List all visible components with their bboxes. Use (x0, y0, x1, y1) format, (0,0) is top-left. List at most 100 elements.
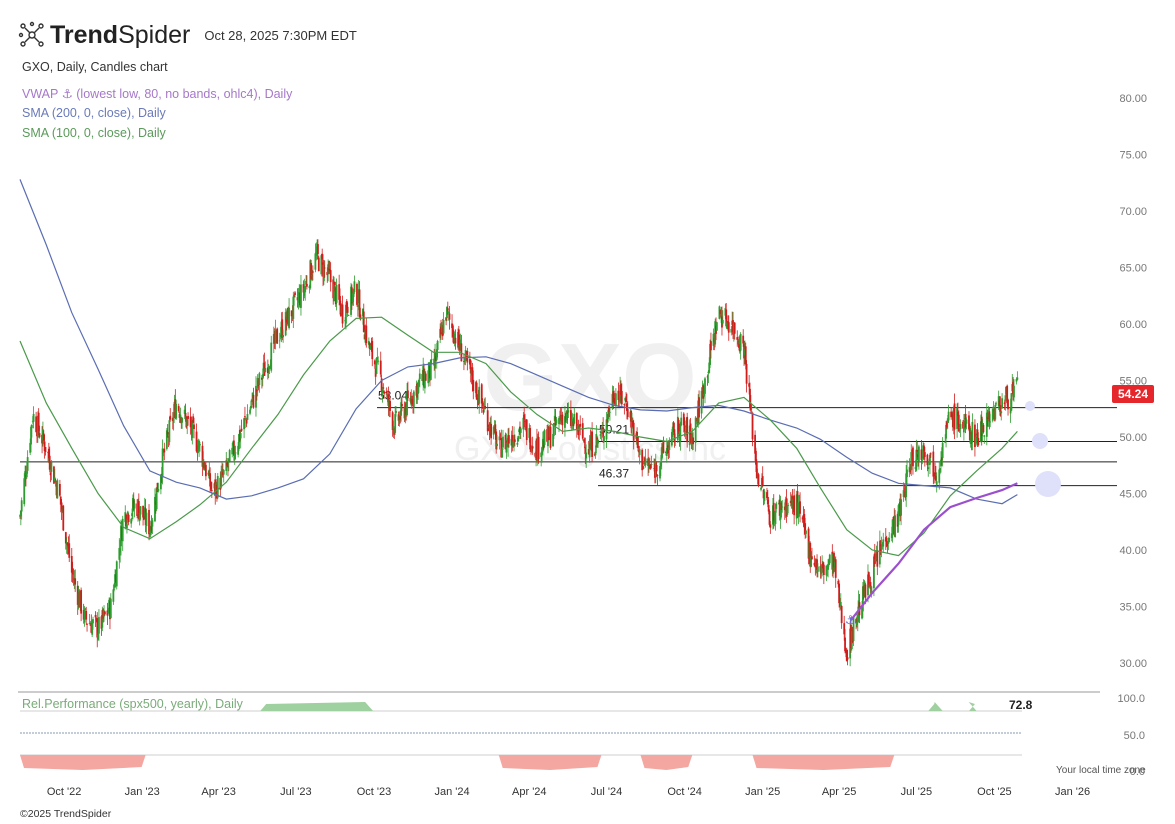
candle-body (585, 452, 588, 459)
symbol-line[interactable]: GXO, Daily, Candles chart (22, 60, 168, 74)
x-tick-label: Oct '22 (47, 786, 82, 798)
candle-body (686, 416, 689, 443)
candle-body (48, 455, 51, 470)
candle-body (642, 462, 645, 465)
y-tick-label: 65.00 (1119, 263, 1147, 275)
candle-body (736, 337, 739, 340)
candle-body (300, 284, 302, 308)
candle-body (356, 305, 359, 307)
candle-body (282, 335, 285, 338)
candle-body (145, 512, 148, 527)
candle-body (155, 487, 158, 510)
spider-logo-icon (18, 21, 44, 47)
candle-body (833, 552, 835, 568)
candle-body (530, 446, 533, 452)
indicator-lines: ⚓ (19, 179, 1018, 627)
candle-body (838, 583, 841, 604)
candle-body (774, 510, 777, 525)
candle-body (25, 471, 28, 478)
candle-body (750, 411, 753, 413)
candle-body (1015, 379, 1018, 382)
candle-body (754, 434, 756, 454)
candle-body (880, 546, 883, 550)
candle-body (940, 459, 942, 467)
candle-body (310, 263, 313, 280)
candle-body (339, 295, 341, 305)
candle-body (84, 608, 87, 610)
watermark-ticker: GXO (483, 324, 696, 431)
candle-body (37, 412, 40, 431)
candle-body (679, 423, 682, 442)
candle-body (502, 436, 504, 448)
candle-body (138, 512, 141, 521)
candle-body (926, 454, 929, 466)
candle-body (424, 373, 427, 381)
candle-body (684, 430, 687, 433)
candle-body (466, 350, 469, 363)
candle-body (49, 472, 52, 476)
candle-body (88, 623, 91, 624)
local-time-label[interactable]: Your local time zone (1056, 765, 1146, 776)
candle-body (288, 307, 290, 329)
candle-body (599, 434, 602, 436)
candle-body (347, 315, 350, 316)
candle-body (476, 398, 479, 400)
indicator-vwap-label[interactable]: VWAP ⚓ (lowest low, 80, no bands, ohlc4)… (22, 87, 293, 101)
rel-performance-label[interactable]: Rel.Performance (spx500, yearly), Daily (22, 697, 243, 711)
candle-body (920, 449, 923, 460)
candle-body (900, 499, 902, 516)
candle-body (612, 391, 615, 403)
candle-body (630, 410, 633, 428)
candle-body (54, 481, 57, 483)
candle-body (742, 335, 745, 344)
candle-body (394, 414, 397, 433)
candle-body (766, 499, 769, 505)
candle-body (878, 540, 881, 565)
candle-body (683, 425, 686, 432)
candle-body (677, 420, 680, 432)
candle-body (578, 424, 581, 431)
candle-body (44, 447, 47, 452)
candle-body (395, 410, 397, 413)
candle-body (855, 619, 857, 624)
candle-body (739, 334, 742, 351)
candle-body (682, 413, 685, 426)
candle-body (524, 421, 526, 422)
candle-body (406, 393, 408, 416)
x-tick-label: Apr '24 (512, 786, 547, 798)
candle-body (680, 417, 683, 426)
candle-body (472, 379, 475, 392)
candle-body (245, 419, 248, 424)
candle-body (700, 390, 703, 414)
candle-body (890, 533, 893, 539)
candle-body (112, 589, 115, 602)
candle-body (938, 469, 941, 483)
candle-body (959, 424, 962, 430)
indicator-sma200-label[interactable]: SMA (200, 0, close), Daily (22, 106, 166, 120)
candle-body (577, 429, 580, 436)
candle-body (945, 424, 947, 439)
candle-body (596, 437, 599, 440)
candle-body (940, 457, 943, 460)
candle-body (234, 452, 237, 454)
candle-body (766, 492, 768, 499)
candle-body (957, 414, 960, 432)
candle-body (793, 495, 796, 516)
candle-body (531, 446, 534, 449)
candle-body (939, 468, 942, 471)
candle-body (540, 452, 543, 458)
rel-perf-negative-area (498, 755, 602, 770)
y-tick-label: 35.00 (1119, 602, 1147, 614)
rel-performance-value: 72.8 (1009, 698, 1033, 712)
candle-body (874, 558, 877, 562)
candle-body (719, 309, 722, 315)
y-tick-label: 75.00 (1119, 150, 1147, 162)
candle-body (870, 586, 873, 594)
indicator-sma100-label[interactable]: SMA (100, 0, close), Daily (22, 126, 166, 140)
candle-body (168, 420, 171, 443)
candle-body (602, 427, 605, 438)
candle-body (708, 362, 711, 373)
candle-body (101, 610, 104, 628)
candle-body (983, 435, 986, 437)
